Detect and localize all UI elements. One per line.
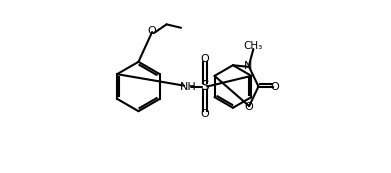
Text: N: N <box>244 61 253 71</box>
Text: S: S <box>201 80 209 93</box>
Text: NH: NH <box>179 81 196 92</box>
Text: O: O <box>244 102 253 112</box>
Text: O: O <box>271 81 279 92</box>
Text: CH₃: CH₃ <box>244 41 263 51</box>
Text: O: O <box>201 109 209 119</box>
Text: O: O <box>201 54 209 64</box>
Text: O: O <box>148 26 156 36</box>
